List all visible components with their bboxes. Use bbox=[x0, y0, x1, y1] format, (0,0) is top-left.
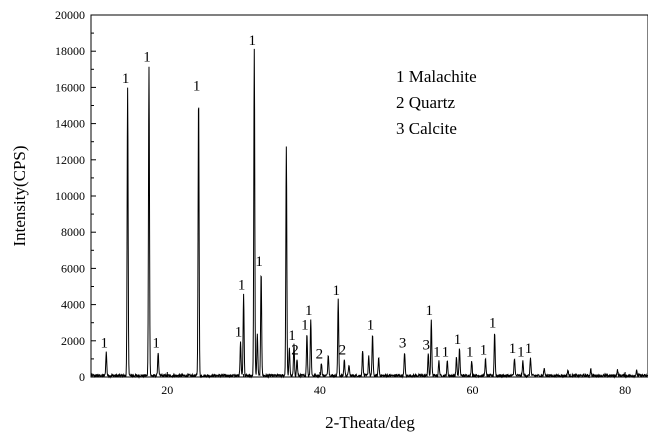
y-tick-label: 8000 bbox=[61, 225, 85, 239]
legend-item-calcite: 3 Calcite bbox=[396, 119, 457, 138]
peak-label: 2 bbox=[316, 346, 324, 362]
y-tick-label: 2000 bbox=[61, 334, 85, 348]
peak-label: 1 bbox=[367, 317, 375, 333]
peak-label: 2 bbox=[339, 343, 347, 359]
x-tick-label: 40 bbox=[314, 383, 326, 397]
peak-label: 1 bbox=[193, 78, 201, 94]
peak-label: 1 bbox=[489, 316, 497, 332]
peak-label: 1 bbox=[101, 335, 109, 351]
peak-label: 1 bbox=[442, 345, 450, 361]
y-tick-label: 18000 bbox=[55, 44, 85, 58]
y-tick-label: 4000 bbox=[61, 298, 85, 312]
peak-label: 1 bbox=[517, 345, 525, 361]
x-axis: 20 40 60 80 bbox=[90, 372, 631, 397]
y-axis: 0 2000 4000 6000 8000 10000 12000 14000 16000 180… bbox=[55, 8, 96, 384]
legend-item-quartz: 2 Quartz bbox=[396, 93, 455, 112]
peak-label: 1 bbox=[466, 345, 474, 361]
y-tick-label: 20000 bbox=[55, 8, 85, 22]
peak-label: 1 bbox=[332, 283, 340, 299]
peak-label: 3 bbox=[399, 335, 407, 351]
peak-label: 2 bbox=[291, 343, 299, 359]
peak-label: 1 bbox=[288, 328, 296, 344]
x-tick-label: 20 bbox=[161, 383, 173, 397]
y-tick-label: 12000 bbox=[55, 153, 85, 167]
peak-label: 1 bbox=[143, 49, 151, 65]
y-tick-label: 0 bbox=[79, 370, 85, 384]
peak-label: 1 bbox=[305, 303, 313, 319]
y-tick-label: 6000 bbox=[61, 261, 85, 275]
peak-label: 1 bbox=[249, 33, 257, 49]
x-tick-label: 60 bbox=[467, 383, 479, 397]
y-tick-label: 14000 bbox=[55, 117, 85, 131]
peak-label: 1 bbox=[235, 325, 243, 341]
peak-label: 1 bbox=[301, 317, 309, 333]
peak-label: 1 bbox=[122, 71, 130, 87]
peak-label: 1 bbox=[433, 345, 441, 361]
peak-label: 1 bbox=[238, 278, 246, 294]
y-axis-title: Intensity(CPS) bbox=[10, 145, 29, 246]
peak-label: 1 bbox=[480, 343, 488, 359]
x-axis-title: 2-Theata/deg bbox=[325, 413, 415, 432]
peak-label: 1 bbox=[152, 335, 160, 351]
peak-label: 1 bbox=[255, 254, 263, 270]
legend-item-malachite: 1 Malachite bbox=[396, 67, 477, 86]
peak-label: 3 bbox=[423, 337, 431, 353]
peak-label: 1 bbox=[509, 341, 517, 357]
peak-label: 1 bbox=[454, 332, 462, 348]
xrd-pattern-line bbox=[90, 48, 648, 379]
x-tick-label: 80 bbox=[619, 383, 631, 397]
peak-label: 1 bbox=[525, 341, 533, 357]
legend: 1 Malachite 2 Quartz 3 Calcite bbox=[396, 67, 477, 138]
y-tick-label: 16000 bbox=[55, 80, 85, 94]
y-tick-label: 10000 bbox=[55, 189, 85, 203]
peak-label: 1 bbox=[426, 303, 434, 319]
